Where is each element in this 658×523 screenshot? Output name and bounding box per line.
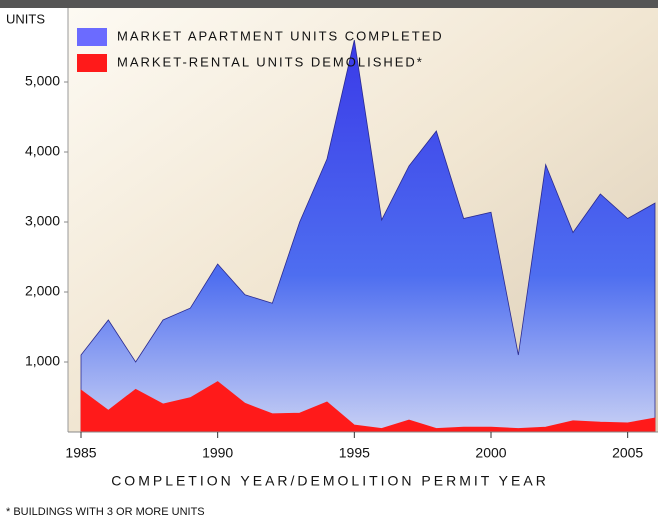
x-tick-label: 2000 [475,445,506,461]
y-tick-label: 3,000 [25,213,60,229]
y-tick-label: 5,000 [25,73,60,89]
x-tick-label: 2005 [612,445,643,461]
area [80,381,656,433]
y-axis-label: UNITS [6,11,45,26]
y-tick-label: 1,000 [25,353,60,369]
legend-label: MARKET-RENTAL UNITS DEMOLISHED* [117,54,424,69]
x-tick-label: 1990 [202,445,233,461]
x-tick-label: 1995 [339,445,370,461]
x-axis-label: COMPLETION YEAR/DEMOLITION PERMIT YEAR [111,473,549,489]
x-tick-label: 1985 [65,445,96,461]
top-bar [0,0,658,8]
legend-swatch [77,28,107,46]
y-tick-label: 4,000 [25,143,60,159]
footnote: * BUILDINGS WITH 3 OR MORE UNITS [6,506,205,518]
legend-label: MARKET APARTMENT UNITS COMPLETED [117,28,444,43]
legend-swatch [77,54,107,72]
y-tick-label: 2,000 [25,283,60,299]
area [80,39,656,433]
